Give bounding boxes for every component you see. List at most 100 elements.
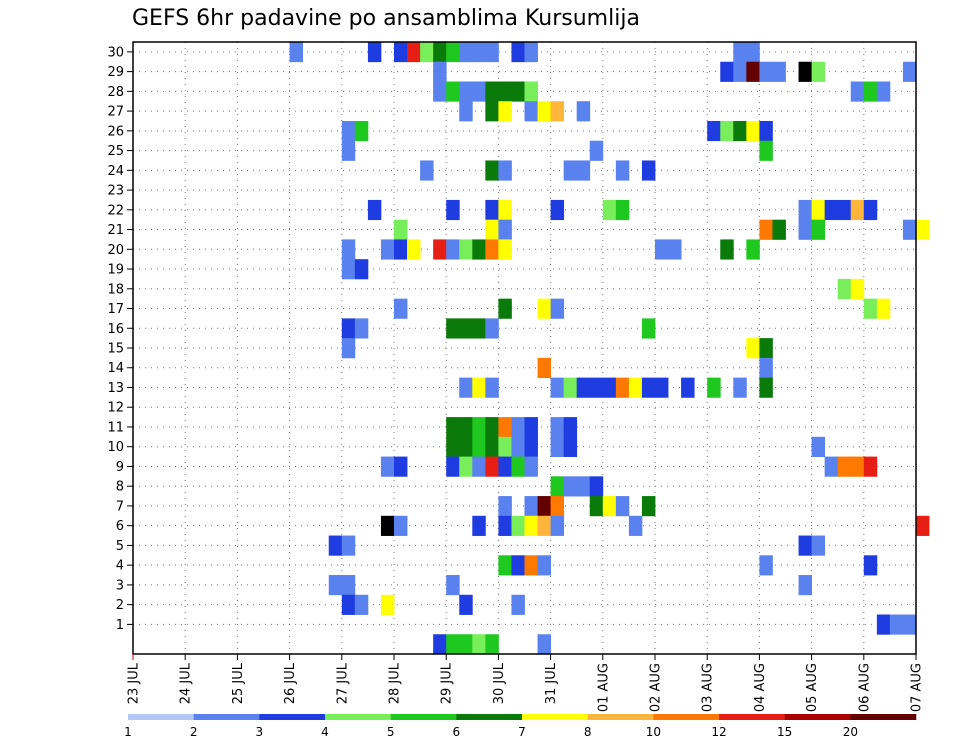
ensemble-cell — [341, 338, 356, 359]
ensemble-cell — [811, 219, 826, 240]
ensemble-cell — [550, 476, 565, 497]
ensemble-cell — [589, 496, 604, 517]
y-tick-label: 2 — [116, 598, 124, 613]
ensemble-cell — [615, 199, 630, 221]
ensemble-cell — [798, 61, 812, 82]
ensemble-cell — [446, 417, 460, 438]
ensemble-cell — [902, 219, 917, 240]
ensemble-cell — [563, 377, 578, 398]
ensemble-cell — [655, 239, 669, 260]
x-tick-label: 26 JUL — [283, 662, 298, 704]
ensemble-cell — [798, 219, 812, 240]
ensemble-cell — [446, 456, 460, 477]
x-tick-label: 05 AUG — [805, 663, 820, 712]
colorbar-label: 20 — [843, 725, 858, 739]
y-axis-ticks: 1234567891011121314151617181920212223242… — [107, 45, 133, 633]
y-tick-label: 26 — [107, 124, 124, 139]
ensemble-cell — [380, 515, 395, 536]
ensemble-cell — [433, 42, 447, 63]
x-tick-label: 30 JUL — [492, 662, 507, 704]
ensemble-cell — [498, 496, 512, 517]
ensemble-cell — [837, 199, 852, 221]
ensemble-cell — [720, 61, 734, 82]
ensemble-cell — [759, 377, 773, 398]
y-tick-label: 5 — [116, 539, 124, 554]
ensemble-cell — [472, 634, 486, 655]
ensemble-cell — [798, 199, 812, 221]
y-tick-label: 9 — [116, 460, 124, 475]
ensemble-cell — [655, 377, 669, 398]
ensemble-cell — [354, 318, 369, 339]
y-tick-label: 19 — [107, 263, 124, 278]
ensemble-cell — [446, 634, 460, 655]
colorbar-label: 6 — [453, 725, 461, 739]
ensemble-cell — [446, 81, 460, 102]
y-tick-label: 4 — [116, 559, 124, 574]
ensemble-cell — [759, 555, 773, 576]
y-tick-label: 30 — [107, 45, 124, 60]
x-axis-ticks: 23 JUL 24 JUL 25 JUL 26 JUL 27 JUL 28 JUL 29 J… — [127, 654, 925, 712]
y-tick-label: 11 — [107, 420, 124, 435]
colorbar-label: 3 — [256, 725, 264, 739]
ensemble-cell — [537, 634, 551, 655]
y-tick-label: 12 — [107, 401, 124, 416]
x-tick-label: 07 AUG — [910, 663, 925, 712]
x-tick-label: 29 JUL — [440, 662, 455, 704]
ensemble-cell — [902, 61, 917, 82]
y-tick-label: 1 — [116, 618, 124, 633]
y-tick-label: 14 — [107, 361, 124, 376]
ensemble-cell — [628, 377, 643, 398]
ensemble-cell — [876, 614, 891, 635]
ensemble-cell — [837, 456, 852, 477]
x-tick-label: 06 AUG — [857, 663, 872, 712]
ensemble-cell — [511, 515, 525, 536]
ensemble-cell — [681, 377, 695, 398]
ensemble-cell — [576, 101, 591, 122]
ensemble-cell — [550, 496, 565, 517]
ensemble-cell — [367, 199, 382, 221]
ensemble-cell — [394, 515, 408, 536]
ensemble-cell — [524, 436, 538, 457]
ensemble-cell — [720, 120, 734, 142]
ensemble-cell — [759, 338, 773, 359]
ensemble-cell — [641, 377, 656, 398]
ensemble-cell — [550, 417, 565, 438]
ensemble-cell — [916, 515, 930, 536]
x-tick-label: 04 AUG — [753, 663, 768, 712]
ensemble-cell — [746, 61, 760, 82]
ensemble-cell — [537, 357, 551, 379]
ensemble-cell — [759, 140, 773, 161]
ensemble-cell — [628, 515, 643, 536]
colorbar-label: 1 — [124, 725, 132, 739]
colorbar-label: 2 — [190, 725, 198, 739]
colorbar-swatch — [128, 714, 194, 720]
ensemble-cell — [446, 318, 460, 339]
ensemble-cell — [863, 81, 878, 102]
ensemble-cell — [537, 515, 551, 536]
ensemble-cell — [641, 318, 656, 339]
ensemble-cell — [394, 456, 408, 477]
ensemble-cell — [563, 436, 578, 457]
ensemble-cell — [707, 120, 721, 142]
ensemble-cell — [863, 199, 878, 221]
ensemble-cell — [563, 160, 578, 181]
ensemble-cell — [759, 219, 773, 240]
ensemble-cell — [446, 575, 460, 596]
y-tick-label: 25 — [107, 144, 124, 159]
ensemble-cell — [498, 160, 512, 181]
ensemble-cell — [902, 614, 917, 635]
ensemble-cell — [641, 160, 656, 181]
ensemble-cell — [772, 61, 786, 82]
ensemble-cell — [472, 515, 486, 536]
ensemble-cell — [524, 496, 538, 517]
ensemble-cell — [341, 535, 356, 556]
ensemble-cell — [537, 496, 551, 517]
x-tick-label: 31 JUL — [544, 662, 559, 704]
ensemble-cell — [615, 160, 630, 181]
colorbar-swatch — [850, 714, 917, 720]
x-tick-label: 23 JUL — [127, 662, 142, 704]
y-tick-label: 8 — [116, 480, 124, 495]
ensemble-cell — [485, 318, 499, 339]
ensemble-cell — [472, 417, 486, 438]
ensemble-cell — [720, 239, 734, 260]
